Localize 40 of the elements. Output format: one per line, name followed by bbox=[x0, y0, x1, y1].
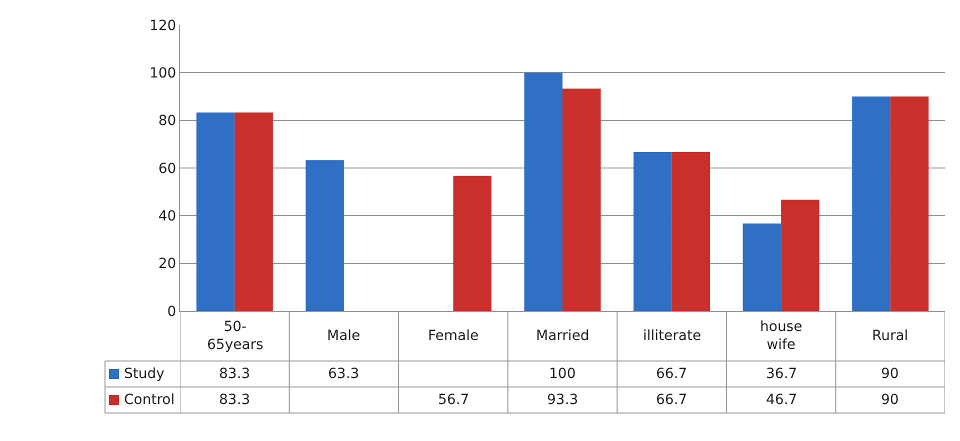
bar bbox=[781, 200, 820, 311]
legend-label: Control bbox=[124, 392, 175, 408]
x-tick-label: Female bbox=[428, 328, 479, 344]
bar bbox=[852, 96, 890, 311]
bar bbox=[890, 96, 929, 311]
x-tick-label: 50- 65years bbox=[207, 319, 264, 354]
bar bbox=[562, 88, 601, 311]
data-label: 63.3 bbox=[328, 366, 360, 382]
data-label: 93.3 bbox=[547, 392, 578, 408]
bar bbox=[672, 152, 710, 311]
x-tick-label: Rural bbox=[872, 328, 908, 344]
y-tick-label: 40 bbox=[158, 208, 176, 225]
data-label: 66.7 bbox=[656, 366, 688, 382]
y-tick-label: 60 bbox=[158, 160, 176, 177]
x-tick-label: Male bbox=[327, 328, 360, 344]
bar bbox=[453, 176, 492, 311]
y-tick-label: 100 bbox=[149, 66, 176, 82]
legend-label: Study bbox=[124, 366, 164, 382]
data-label: 56.7 bbox=[438, 392, 470, 408]
data-label: 46.7 bbox=[766, 392, 798, 408]
y-tick-label: 80 bbox=[158, 113, 176, 130]
y-tick-label: 0 bbox=[167, 304, 176, 320]
bar bbox=[634, 152, 672, 311]
bar bbox=[306, 160, 344, 311]
x-tick-label: Married bbox=[536, 328, 590, 344]
data-label: 83.3 bbox=[219, 392, 250, 408]
data-label: 100 bbox=[549, 366, 576, 382]
data-label: 66.7 bbox=[656, 392, 688, 408]
bar bbox=[742, 224, 782, 311]
data-label: 36.7 bbox=[766, 366, 798, 382]
bar bbox=[524, 72, 562, 311]
bar bbox=[196, 112, 235, 311]
data-label: 90 bbox=[881, 392, 899, 408]
x-tick-label: house wife bbox=[760, 319, 802, 354]
y-tick-label: 120 bbox=[149, 18, 176, 34]
bar bbox=[234, 112, 273, 311]
data-label: 83.3 bbox=[219, 366, 250, 382]
data-label: 90 bbox=[881, 366, 899, 382]
x-tick-label: illiterate bbox=[643, 328, 702, 344]
y-tick-label: 20 bbox=[158, 256, 176, 272]
